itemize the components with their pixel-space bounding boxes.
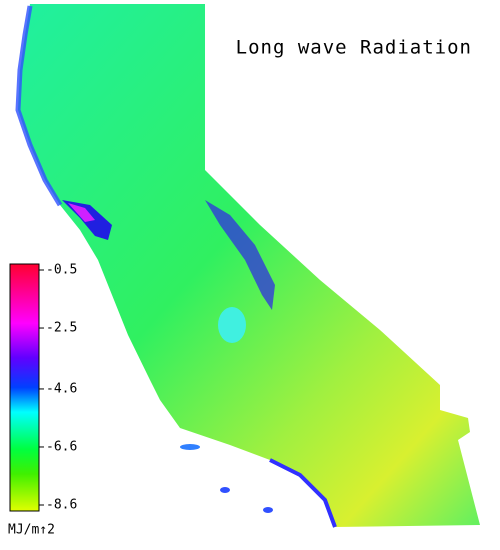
map-title: Long wave Radiation xyxy=(236,37,472,59)
island xyxy=(220,487,230,493)
color-bar xyxy=(9,263,40,512)
island xyxy=(263,507,273,513)
legend-unit: MJ/m↑2 xyxy=(8,523,55,538)
bay-water xyxy=(68,203,95,222)
california-map xyxy=(15,4,480,528)
legend-tick-label: -8.6 xyxy=(46,498,77,513)
legend-tick-label: -2.5 xyxy=(46,321,77,336)
south-coast xyxy=(269,458,337,528)
coast-shade xyxy=(15,5,63,207)
legend-tick-label: -4.6 xyxy=(46,381,77,396)
sierra xyxy=(205,200,275,310)
valley-patch xyxy=(218,307,246,343)
legend-tick-label: -6.6 xyxy=(46,439,77,454)
color-legend: MJ/m↑2 xyxy=(8,263,55,538)
island xyxy=(180,444,200,450)
legend-tick-label: -0.5 xyxy=(46,263,77,278)
